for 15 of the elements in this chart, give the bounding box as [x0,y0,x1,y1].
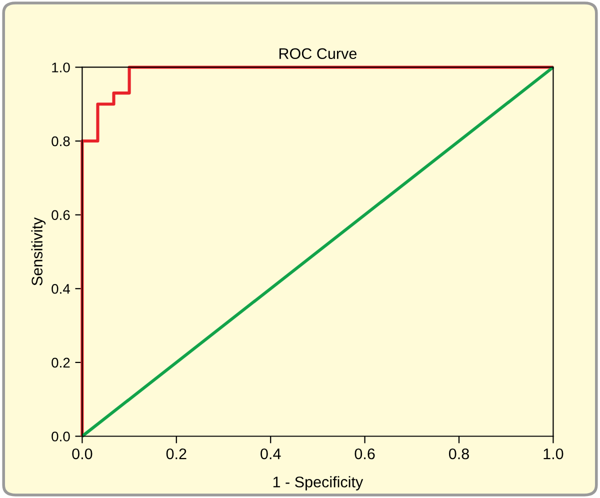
y-tick-label: 0.0 [52,432,70,442]
x-tick-label: 0.8 [448,448,469,460]
x-tick-label: 0.0 [72,448,92,460]
x-tick-label: 0.2 [166,448,186,460]
x-axis-title: 1 - Specificity [273,476,364,490]
y-axis-title: Sensitivity [31,217,46,286]
y-tick-label: 0.2 [52,358,70,368]
chart-title: ROC Curve [279,48,356,60]
y-tick-label: 1.0 [52,62,70,72]
y-tick-label: 0.6 [52,210,70,220]
x-tick-label: 0.4 [260,448,281,460]
x-tick-label: 0.6 [354,448,375,460]
y-tick-label: 0.4 [52,284,70,294]
x-tick-label: 1.0 [544,448,564,460]
y-tick-label: 0.8 [52,136,70,146]
